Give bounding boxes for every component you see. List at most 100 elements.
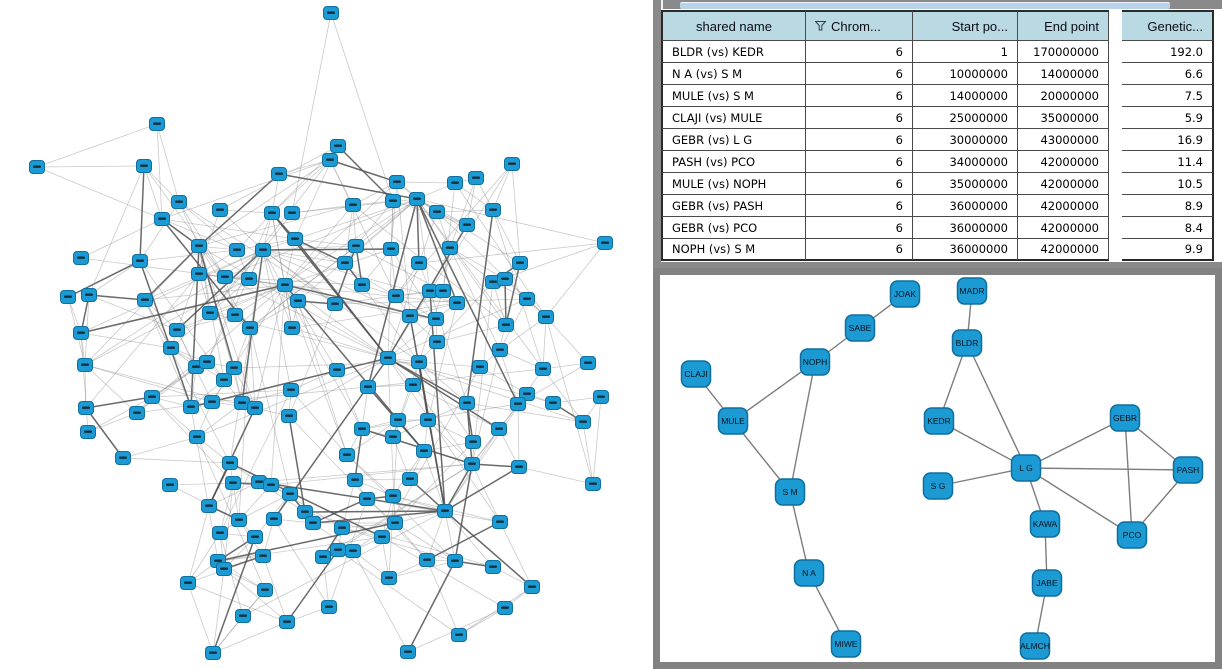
network-edge[interactable]: [291, 204, 354, 214]
network-edge[interactable]: [449, 247, 506, 280]
network-edge[interactable]: [394, 510, 446, 524]
network-node[interactable]: [511, 460, 527, 474]
table-cell[interactable]: PASH (vs) PCO: [661, 151, 806, 173]
network-edge[interactable]: [442, 182, 456, 292]
network-edge[interactable]: [84, 364, 213, 403]
network-edge[interactable]: [329, 159, 354, 206]
network-edge[interactable]: [492, 209, 521, 264]
network-node-jabe[interactable]: JABE: [1031, 569, 1063, 597]
network-node[interactable]: [183, 400, 199, 414]
network-node-joak[interactable]: JOAK: [889, 280, 921, 308]
network-edge[interactable]: [223, 482, 234, 570]
network-edge[interactable]: [273, 518, 330, 608]
network-edge[interactable]: [479, 366, 528, 395]
network-node[interactable]: [201, 499, 217, 513]
network-node[interactable]: [171, 195, 187, 209]
network-edge[interactable]: [337, 145, 394, 202]
network-edge[interactable]: [390, 181, 398, 250]
network-edge[interactable]: [234, 198, 418, 316]
network-edge[interactable]: [206, 249, 264, 363]
network-edge[interactable]: [278, 159, 331, 175]
table-cell[interactable]: 10000000: [913, 63, 1018, 85]
network-edge[interactable]: [444, 463, 473, 512]
network-edge[interactable]: [416, 198, 606, 244]
network-edge[interactable]: [254, 284, 286, 409]
network-edge[interactable]: [545, 316, 594, 485]
network-edge[interactable]: [212, 536, 256, 654]
network-edge[interactable]: [271, 159, 331, 214]
network-edge[interactable]: [36, 165, 145, 168]
network-edge[interactable]: [144, 299, 172, 349]
network-node[interactable]: [374, 530, 390, 544]
network-edge[interactable]: [169, 482, 234, 486]
network-edge[interactable]: [284, 284, 458, 304]
network-edge[interactable]: [444, 393, 528, 512]
network-node[interactable]: [149, 117, 165, 131]
network-edge[interactable]: [322, 556, 330, 608]
network-edge[interactable]: [67, 260, 141, 298]
network-node[interactable]: [447, 554, 463, 568]
network-edge[interactable]: [582, 421, 594, 485]
table-cell[interactable]: 43000000: [1018, 129, 1109, 151]
table-cell[interactable]: 8.9: [1122, 195, 1214, 217]
table-cell[interactable]: 42000000: [1018, 195, 1109, 217]
network-edge[interactable]: [288, 415, 428, 561]
network-node[interactable]: [347, 473, 363, 487]
node-shape[interactable]: [1029, 510, 1061, 538]
network-edge[interactable]: [392, 384, 414, 438]
network-edge[interactable]: [290, 389, 348, 456]
network-edge[interactable]: [262, 249, 411, 317]
network-node-gebr[interactable]: GEBR: [1109, 404, 1141, 432]
network-edge[interactable]: [238, 493, 291, 521]
network-edge[interactable]: [84, 364, 87, 409]
network-edge[interactable]: [206, 212, 273, 363]
network-edge[interactable]: [262, 249, 346, 264]
table-cell[interactable]: 6: [806, 217, 913, 239]
node-shape[interactable]: [793, 559, 825, 587]
network-node[interactable]: [389, 175, 405, 189]
network-node[interactable]: [429, 335, 445, 349]
network-node[interactable]: [329, 363, 345, 377]
network-edge[interactable]: [187, 582, 288, 623]
network-node[interactable]: [255, 243, 271, 257]
network-edge[interactable]: [297, 300, 348, 456]
network-node[interactable]: [465, 435, 481, 449]
network-edge[interactable]: [270, 463, 473, 486]
network-edge[interactable]: [209, 284, 286, 314]
network-edge[interactable]: [436, 209, 494, 213]
network-node[interactable]: [242, 321, 258, 335]
network-edge[interactable]: [88, 260, 141, 296]
network-edge[interactable]: [1025, 467, 1133, 536]
network-node[interactable]: [385, 489, 401, 503]
network-node[interactable]: [485, 560, 501, 574]
network-edge[interactable]: [330, 12, 394, 202]
network-node[interactable]: [247, 401, 263, 415]
table-cell[interactable]: 6: [806, 41, 913, 63]
node-shape[interactable]: [951, 329, 983, 357]
table-cell[interactable]: 9.9: [1122, 239, 1214, 261]
network-edge[interactable]: [387, 357, 500, 430]
network-edge[interactable]: [161, 218, 238, 251]
table-row[interactable]: PASH (vs) PCO 6 34000000 42000000 11.4: [661, 151, 1214, 173]
network-edge[interactable]: [518, 466, 594, 485]
network-node[interactable]: [271, 167, 287, 181]
network-edge[interactable]: [387, 357, 468, 404]
network-edge[interactable]: [427, 302, 458, 421]
network-edge[interactable]: [144, 299, 231, 464]
table-cell[interactable]: 6: [806, 63, 913, 85]
column-header-start-po[interactable]: Start po...: [913, 10, 1018, 41]
network-edge[interactable]: [178, 201, 200, 247]
network-node[interactable]: [419, 553, 435, 567]
network-node-mule[interactable]: MULE: [717, 407, 749, 435]
network-edge[interactable]: [84, 364, 256, 409]
network-edge[interactable]: [511, 163, 521, 264]
network-node[interactable]: [226, 361, 242, 375]
network-node[interactable]: [435, 284, 451, 298]
network-node[interactable]: [524, 580, 540, 594]
network-edge[interactable]: [209, 249, 264, 314]
network-edge[interactable]: [346, 454, 394, 497]
network-edge[interactable]: [329, 159, 397, 297]
network-edge[interactable]: [471, 262, 521, 465]
column-header-chrom[interactable]: Chrom...: [806, 10, 913, 41]
network-node[interactable]: [162, 478, 178, 492]
